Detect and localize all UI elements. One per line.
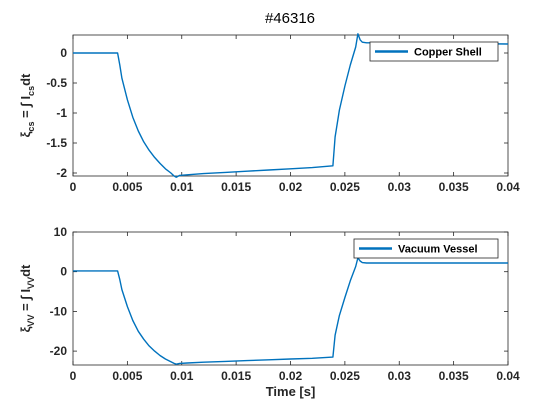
y-label-subscript: cs	[26, 86, 36, 96]
x-tick-label: 0.01	[170, 180, 194, 194]
legend: Vacuum Vessel	[353, 238, 499, 259]
x-tick-label: 0.03	[388, 369, 412, 383]
vacuum-vessel-panel: 0 0.005 0.01 0.015 0.02 0.025 0.03 0.035 0.04 -20…	[18, 225, 520, 399]
x-tick-label: 0.035	[439, 180, 469, 194]
y-tick-label: -1	[56, 106, 67, 120]
legend-box	[369, 41, 499, 62]
y-label-part: dt	[18, 73, 33, 86]
y-tick-label: -0.5	[46, 76, 67, 90]
x-tick-label: 0.025	[330, 369, 360, 383]
x-tick-label: 0.015	[221, 180, 251, 194]
x-tick-label: 0.015	[221, 369, 251, 383]
y-tick-label: -2	[56, 166, 67, 180]
legend-label: Vacuum Vessel	[398, 244, 478, 256]
x-tick-label: 0.025	[330, 180, 360, 194]
y-label-part: ξ	[18, 131, 33, 137]
x-tick-label: 0	[70, 180, 77, 194]
y-label-part: ξ	[18, 326, 33, 332]
legend-box	[353, 238, 499, 259]
series-line	[73, 33, 509, 178]
x-tick-label: 0.005	[112, 369, 142, 383]
x-tick-label: 0.02	[279, 369, 303, 383]
y-label-part: = ∫ I	[18, 289, 33, 315]
legend-label: Copper Shell	[414, 47, 482, 59]
x-tick-label: 0.005	[112, 180, 142, 194]
x-tick-label: 0	[70, 369, 77, 383]
y-label-subscript: VV	[26, 315, 36, 327]
y-tick-label: 10	[54, 225, 68, 239]
y-label-part: dt	[18, 264, 33, 277]
x-tick-label: 0.01	[170, 369, 194, 383]
y-label-subscript: cs	[26, 122, 36, 132]
figure-title: #46316	[265, 10, 315, 27]
y-tick-label: 0	[60, 46, 67, 60]
legend: Copper Shell	[369, 41, 499, 62]
copper-shell-panel: 0 0.005 0.01 0.015 0.02 0.025 0.03 0.035 0.04 -2 -…	[18, 33, 520, 194]
y-tick-label: 0	[60, 265, 67, 279]
y-label-part: = ∫ I	[18, 96, 33, 122]
y-axis-label: ξcs = ∫ Icsdt	[18, 73, 36, 137]
y-tick-label: -1.5	[46, 136, 67, 150]
x-tick-label: 0.035	[439, 369, 469, 383]
x-tick-label: 0.02	[279, 180, 303, 194]
x-tick-label: 0.04	[496, 180, 520, 194]
x-axis-label: Time [s]	[266, 384, 316, 399]
x-tick-label: 0.04	[496, 369, 520, 383]
y-axis-label: ξVV = ∫ IVVdt	[18, 264, 36, 332]
y-tick-label: -10	[50, 304, 68, 318]
y-label-subscript: VV	[26, 277, 36, 289]
x-tick-label: 0.03	[388, 180, 412, 194]
y-tick-label: -20	[50, 344, 68, 358]
